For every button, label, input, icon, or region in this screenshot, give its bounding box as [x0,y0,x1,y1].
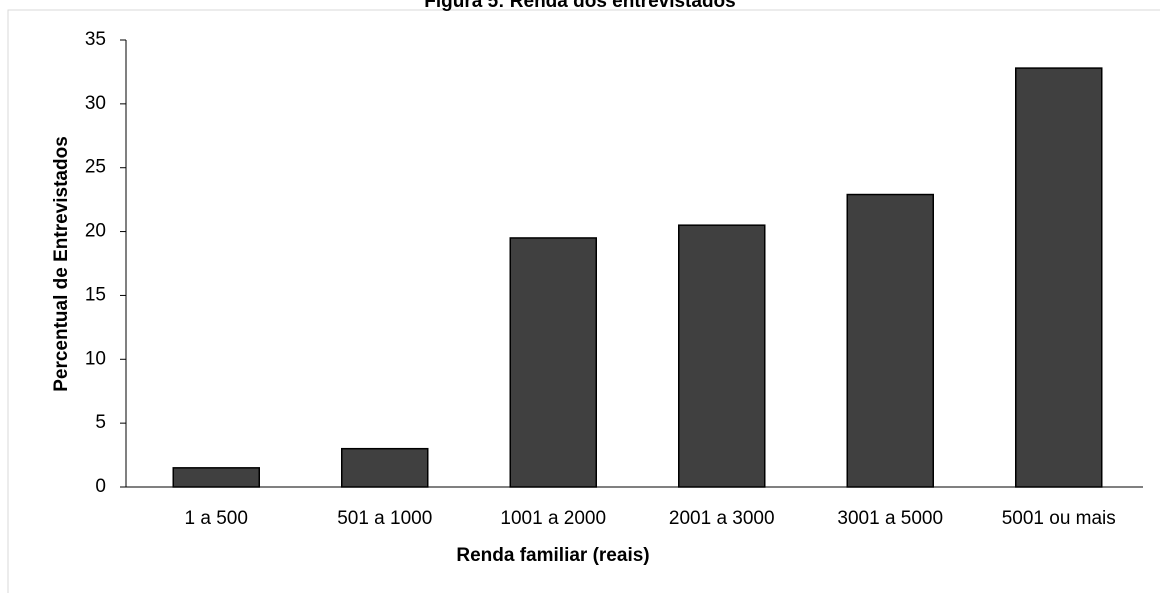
y-tick-label: 35 [85,29,106,50]
bar [1015,67,1103,488]
x-tick-label: 1 a 500 [185,508,248,529]
chart-title: Figura 5: Renda dos entrevistados [424,0,735,12]
bar [509,237,597,488]
x-tick-label: 1001 a 2000 [500,508,606,529]
y-tick-label: 30 [85,93,106,114]
y-tick-label: 5 [95,412,106,433]
chart-frame [7,9,1160,593]
x-tick-label: 3001 a 5000 [837,508,943,529]
y-tick-label: 20 [85,221,106,242]
x-tick-label: 5001 ou mais [1002,508,1116,529]
x-axis-label: Renda familiar (reais) [456,545,649,566]
y-tick-label: 10 [85,348,106,369]
y-tick-label: 15 [85,284,106,305]
bar [341,447,429,488]
x-tick-label: 2001 a 3000 [669,508,775,529]
bar [846,193,934,488]
y-tick-label: 0 [95,476,106,497]
y-tick-label: 25 [85,157,106,178]
bar [678,224,766,488]
bar [172,467,260,488]
x-tick-label: 501 a 1000 [337,508,432,529]
y-axis-label: Percentual de Entrevistados [51,136,72,392]
